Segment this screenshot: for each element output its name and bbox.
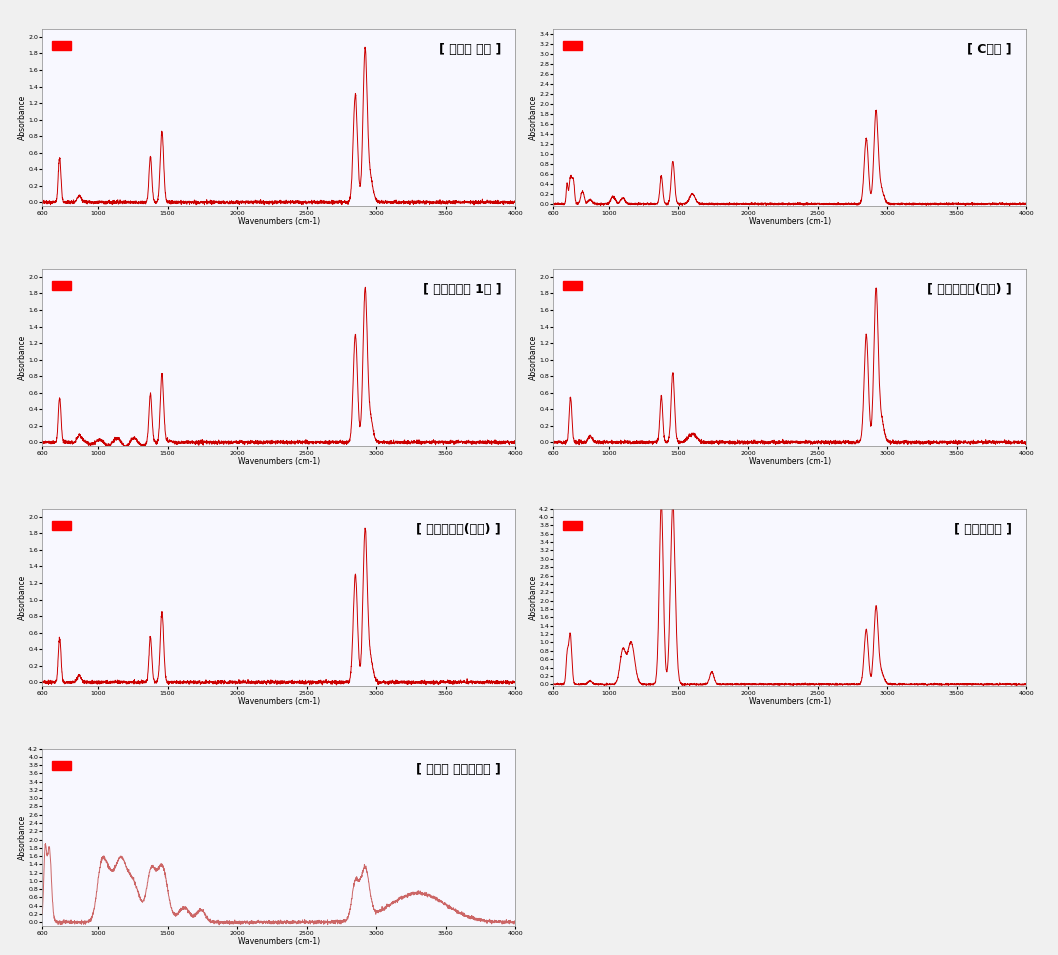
Bar — [563, 41, 582, 50]
X-axis label: Wavenumbers (cm-1): Wavenumbers (cm-1) — [749, 217, 831, 226]
Y-axis label: Absorbance: Absorbance — [529, 335, 537, 380]
Bar — [563, 281, 582, 290]
Bar — [52, 761, 71, 770]
Bar — [52, 521, 71, 530]
Bar — [52, 41, 71, 50]
Text: [ 정제연료유(이온) ]: [ 정제연료유(이온) ] — [417, 522, 501, 536]
X-axis label: Wavenumbers (cm-1): Wavenumbers (cm-1) — [238, 217, 320, 226]
Bar — [52, 281, 71, 290]
Text: [ 선박용 경유 ]: [ 선박용 경유 ] — [439, 43, 501, 56]
Text: [ 해조류 바이오오일 ]: [ 해조류 바이오오일 ] — [416, 763, 501, 775]
Y-axis label: Absorbance: Absorbance — [18, 575, 26, 620]
X-axis label: Wavenumbers (cm-1): Wavenumbers (cm-1) — [238, 937, 320, 945]
Y-axis label: Absorbance: Absorbance — [529, 575, 537, 620]
Bar — [563, 521, 582, 530]
Text: [ 부생연료유 1호 ]: [ 부생연료유 1호 ] — [422, 283, 501, 296]
Y-axis label: Absorbance: Absorbance — [529, 95, 537, 140]
Text: [ 정제연료유(감압) ]: [ 정제연료유(감압) ] — [927, 283, 1013, 296]
X-axis label: Wavenumbers (cm-1): Wavenumbers (cm-1) — [238, 456, 320, 466]
Text: [ 바이오중유 ]: [ 바이오중유 ] — [954, 522, 1013, 536]
Y-axis label: Absorbance: Absorbance — [18, 335, 26, 380]
X-axis label: Wavenumbers (cm-1): Wavenumbers (cm-1) — [238, 697, 320, 706]
Y-axis label: Absorbance: Absorbance — [18, 815, 26, 860]
Text: [ C중유 ]: [ C중유 ] — [967, 43, 1013, 56]
X-axis label: Wavenumbers (cm-1): Wavenumbers (cm-1) — [749, 697, 831, 706]
Y-axis label: Absorbance: Absorbance — [18, 95, 26, 140]
X-axis label: Wavenumbers (cm-1): Wavenumbers (cm-1) — [749, 456, 831, 466]
